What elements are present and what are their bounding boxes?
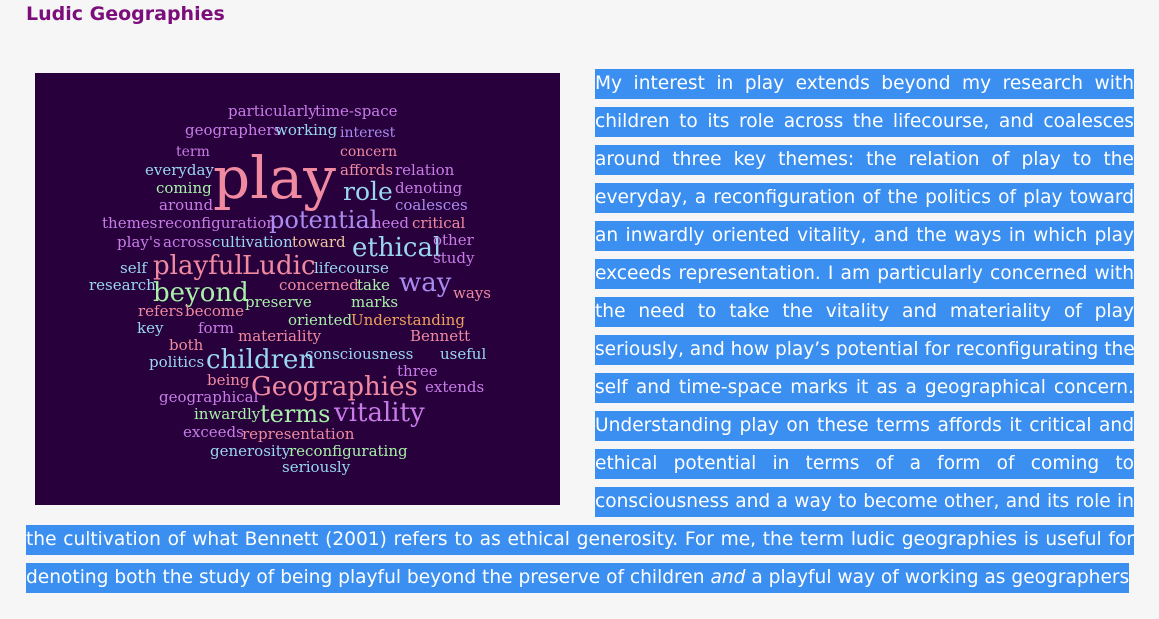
cloud-word: vitality — [334, 398, 425, 428]
paragraph-line[interactable]: My interest in play extends beyond my re… — [595, 69, 1134, 99]
cloud-word: play — [213, 144, 337, 212]
cloud-word: self — [120, 259, 147, 277]
cloud-word: reconfiguration — [158, 214, 277, 232]
cloud-word: geographical — [159, 388, 259, 406]
paragraph-line[interactable]: consciousness and a way to become other,… — [595, 487, 1134, 517]
cloud-word: playful — [153, 251, 243, 281]
paragraph-line[interactable]: everyday, a reconfiguration of the polit… — [595, 183, 1134, 213]
cloud-word: interest — [340, 125, 396, 141]
cloud-word: research — [89, 276, 156, 294]
word-cloud-image: particularly time-space geographers work… — [35, 73, 560, 505]
cloud-word: way — [399, 268, 452, 298]
paragraph-line[interactable]: an inwardly oriented vitality, and the w… — [595, 221, 1134, 251]
cloud-word: across — [163, 233, 212, 251]
cloud-word: reconfigurating — [289, 442, 408, 460]
cloud-word: extends — [425, 378, 485, 396]
cloud-word: generosity — [210, 442, 291, 460]
cloud-word: Ludic — [242, 251, 316, 281]
paragraph-line[interactable]: ethical potential in terms of a form of … — [595, 449, 1134, 479]
paragraph-line[interactable]: seriously, and how play’s potential for … — [595, 335, 1134, 365]
cloud-word: working — [275, 121, 338, 139]
cloud-word: ethical — [352, 233, 442, 263]
emphasis-and: and — [710, 567, 746, 588]
paragraph-line[interactable]: around three key themes: the relation of… — [595, 145, 1134, 175]
cloud-word: relation — [395, 161, 455, 179]
cloud-word: time-space — [315, 102, 398, 120]
cloud-word: coming — [156, 179, 212, 197]
cloud-word: cultivation — [212, 233, 293, 251]
cloud-word: key — [137, 319, 164, 337]
cloud-word: denoting — [395, 179, 463, 197]
cloud-word: terms — [260, 400, 331, 428]
cloud-word: oriented — [288, 311, 353, 329]
cloud-word: both — [169, 336, 204, 354]
paragraph-line[interactable]: denoting both the study of being playful… — [26, 563, 1129, 593]
cloud-word: become — [185, 302, 245, 320]
cloud-word: role — [343, 177, 393, 206]
cloud-word: marks — [351, 293, 399, 311]
cloud-word: term — [176, 144, 210, 160]
cloud-word: children — [206, 345, 316, 375]
paragraph-line[interactable]: children to its role across the lifecour… — [595, 107, 1134, 137]
cloud-word: seriously — [282, 458, 351, 476]
paragraph-line[interactable]: exceeds representation. I am particularl… — [595, 259, 1134, 289]
cloud-word: potential — [269, 206, 378, 234]
paragraph-text: a playful way of working as geographers. — [745, 567, 1129, 588]
cloud-word: study — [433, 249, 475, 267]
cloud-word: being — [207, 371, 250, 389]
cloud-word: geographers — [185, 121, 282, 139]
cloud-word: Understanding — [351, 311, 465, 329]
cloud-word: toward — [292, 233, 346, 251]
cloud-word: inwardly — [194, 405, 261, 423]
paragraph-line[interactable]: the cultivation of what Bennett (2001) r… — [26, 525, 1134, 555]
cloud-word: Bennett — [410, 327, 471, 345]
cloud-word: refers — [138, 302, 184, 320]
cloud-word: preserve — [245, 293, 312, 311]
cloud-word: ways — [453, 284, 491, 302]
cloud-word: politics — [149, 353, 205, 371]
cloud-word: Geographies — [251, 372, 418, 402]
paragraph-text: denoting both the study of being playful… — [26, 567, 711, 588]
paragraph-line[interactable]: the need to take the vitality and materi… — [595, 297, 1134, 327]
cloud-word: particularly — [228, 102, 317, 120]
cloud-word: take — [357, 276, 390, 294]
cloud-word: form — [198, 319, 234, 337]
cloud-word: representation — [242, 425, 355, 443]
cloud-word: coalesces — [395, 196, 468, 214]
cloud-word: beyond — [153, 278, 249, 308]
cloud-word: consciousness — [305, 345, 414, 363]
cloud-word: exceeds — [183, 423, 244, 441]
cloud-word: play's — [117, 233, 161, 251]
paragraph-line[interactable]: self and time-space marks it as a geogra… — [595, 373, 1134, 403]
cloud-word: around — [159, 196, 214, 214]
cloud-word: everyday — [145, 161, 214, 179]
cloud-word: lifecourse — [314, 259, 389, 277]
cloud-word: themes — [102, 214, 158, 232]
cloud-word: other — [433, 231, 474, 249]
cloud-word: need — [372, 214, 410, 232]
cloud-word: concern — [340, 144, 398, 160]
cloud-word: critical — [412, 214, 466, 232]
cloud-word: affords — [340, 161, 394, 179]
cloud-word: three — [397, 362, 438, 380]
paragraph-line[interactable]: Understanding play on these terms afford… — [595, 411, 1134, 441]
page-title: Ludic Geographies — [26, 3, 225, 25]
cloud-word: useful — [440, 345, 487, 363]
cloud-word: materiality — [238, 327, 322, 345]
cloud-word: concerned — [279, 276, 359, 294]
